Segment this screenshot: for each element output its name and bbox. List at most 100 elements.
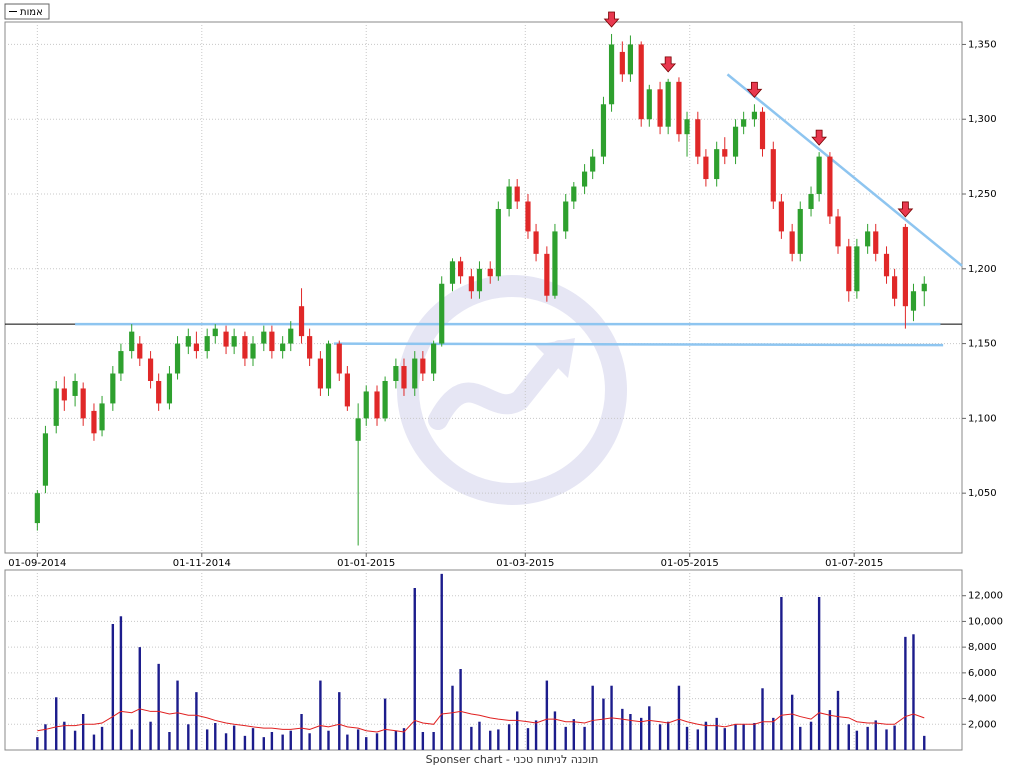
volume-bar	[365, 737, 368, 750]
candle-body	[420, 358, 426, 374]
candle-body	[34, 493, 40, 524]
x-tick-label: 01-05-2015	[661, 558, 719, 569]
volume-bar	[904, 636, 907, 750]
candle-body	[431, 343, 437, 374]
volume-bar	[621, 708, 624, 750]
candle-body	[439, 283, 445, 344]
volume-bar	[327, 730, 330, 750]
volume-bar	[648, 706, 651, 750]
candle-body	[231, 336, 237, 347]
volume-bar	[591, 685, 594, 750]
volume-bar	[723, 728, 726, 750]
volume-bar	[677, 685, 681, 750]
volume-bar	[809, 721, 813, 750]
volume-bar	[130, 729, 133, 750]
volume-bar	[629, 714, 632, 750]
price-panel	[4, 21, 963, 554]
candle-body	[816, 156, 822, 195]
candle-body	[401, 366, 407, 389]
volume-bar	[92, 734, 96, 750]
volume-bar	[489, 730, 492, 750]
y-tick-label: 1,250	[968, 189, 997, 200]
volume-bar	[742, 724, 745, 750]
candle-body	[156, 380, 162, 404]
volume-bar	[44, 724, 47, 750]
volume-bar	[375, 733, 379, 750]
volume-bar	[119, 616, 123, 750]
volume-bar	[81, 714, 85, 750]
volume-bar	[100, 726, 104, 750]
volume-bar	[534, 720, 538, 750]
volume-bar	[761, 688, 764, 750]
x-tick-label: 01-09-2014	[8, 558, 66, 569]
x-tick-label: 01-07-2015	[825, 558, 883, 569]
volume-bar	[515, 711, 519, 750]
arrow-marker	[603, 11, 620, 28]
candle-body	[883, 253, 890, 277]
candle-body	[797, 208, 803, 254]
candle-body	[250, 343, 256, 359]
trend-line	[333, 342, 944, 347]
legend-label: אמות	[20, 7, 43, 18]
candle-body	[193, 343, 199, 352]
y-tick-label: 1,300	[968, 114, 997, 125]
volume-bar	[383, 698, 387, 750]
candle-body	[902, 226, 908, 307]
candle-body	[476, 268, 483, 292]
candle-body	[646, 89, 652, 120]
candle-body	[72, 380, 78, 396]
candle-body	[374, 391, 380, 419]
volume-bar	[885, 729, 888, 750]
volume-bar	[696, 729, 700, 750]
x-tick-label: 01-01-2015	[337, 558, 395, 569]
candle-body	[854, 246, 860, 292]
watermark-arrow	[428, 340, 570, 430]
volume-bar	[413, 588, 416, 750]
y-tick-label: 12,000	[968, 591, 1003, 602]
volume-bar	[478, 721, 481, 750]
candle-body	[892, 276, 898, 299]
volume-bar	[36, 737, 39, 750]
volume-bar	[658, 724, 662, 750]
volume-bar	[780, 597, 783, 750]
volume-bar	[734, 724, 737, 750]
candle-body	[533, 231, 539, 254]
volume-bar	[300, 714, 303, 750]
candle-body	[147, 358, 154, 381]
volume-bar	[262, 737, 265, 750]
volume-bar	[281, 734, 284, 750]
candle-body	[166, 373, 173, 404]
volume-bar	[168, 732, 171, 750]
volume-bar	[73, 730, 77, 750]
watermark-arrowhead	[535, 338, 575, 378]
volume-bar	[874, 720, 877, 750]
volume-bar	[270, 732, 274, 750]
candle-body	[751, 111, 758, 120]
y-tick-label: 1,100	[968, 413, 997, 424]
candle-body	[487, 268, 493, 277]
volume-bar	[715, 717, 718, 750]
y-tick-label: 1,050	[968, 488, 997, 499]
volume-bar	[753, 723, 756, 750]
candle-body	[789, 231, 795, 254]
volume-bar	[640, 717, 643, 750]
candle-body	[657, 89, 663, 127]
candle-body	[563, 201, 569, 232]
candle-body	[627, 44, 634, 75]
candle-body	[80, 388, 86, 419]
candle-body	[118, 351, 124, 374]
volume-bar	[828, 710, 832, 750]
volume-bar	[526, 728, 530, 750]
volume-bar	[138, 647, 141, 750]
volume-bar	[923, 735, 926, 750]
volume-bar	[497, 729, 500, 750]
volume-bar	[356, 729, 360, 750]
y-tick-label: 1,200	[968, 264, 997, 275]
candle-body	[325, 343, 332, 389]
volume-bar	[214, 723, 217, 750]
volume-bar	[817, 597, 821, 750]
volume-bar	[666, 721, 670, 750]
y-tick-label: 6,000	[968, 668, 997, 679]
candle-body	[638, 44, 644, 120]
